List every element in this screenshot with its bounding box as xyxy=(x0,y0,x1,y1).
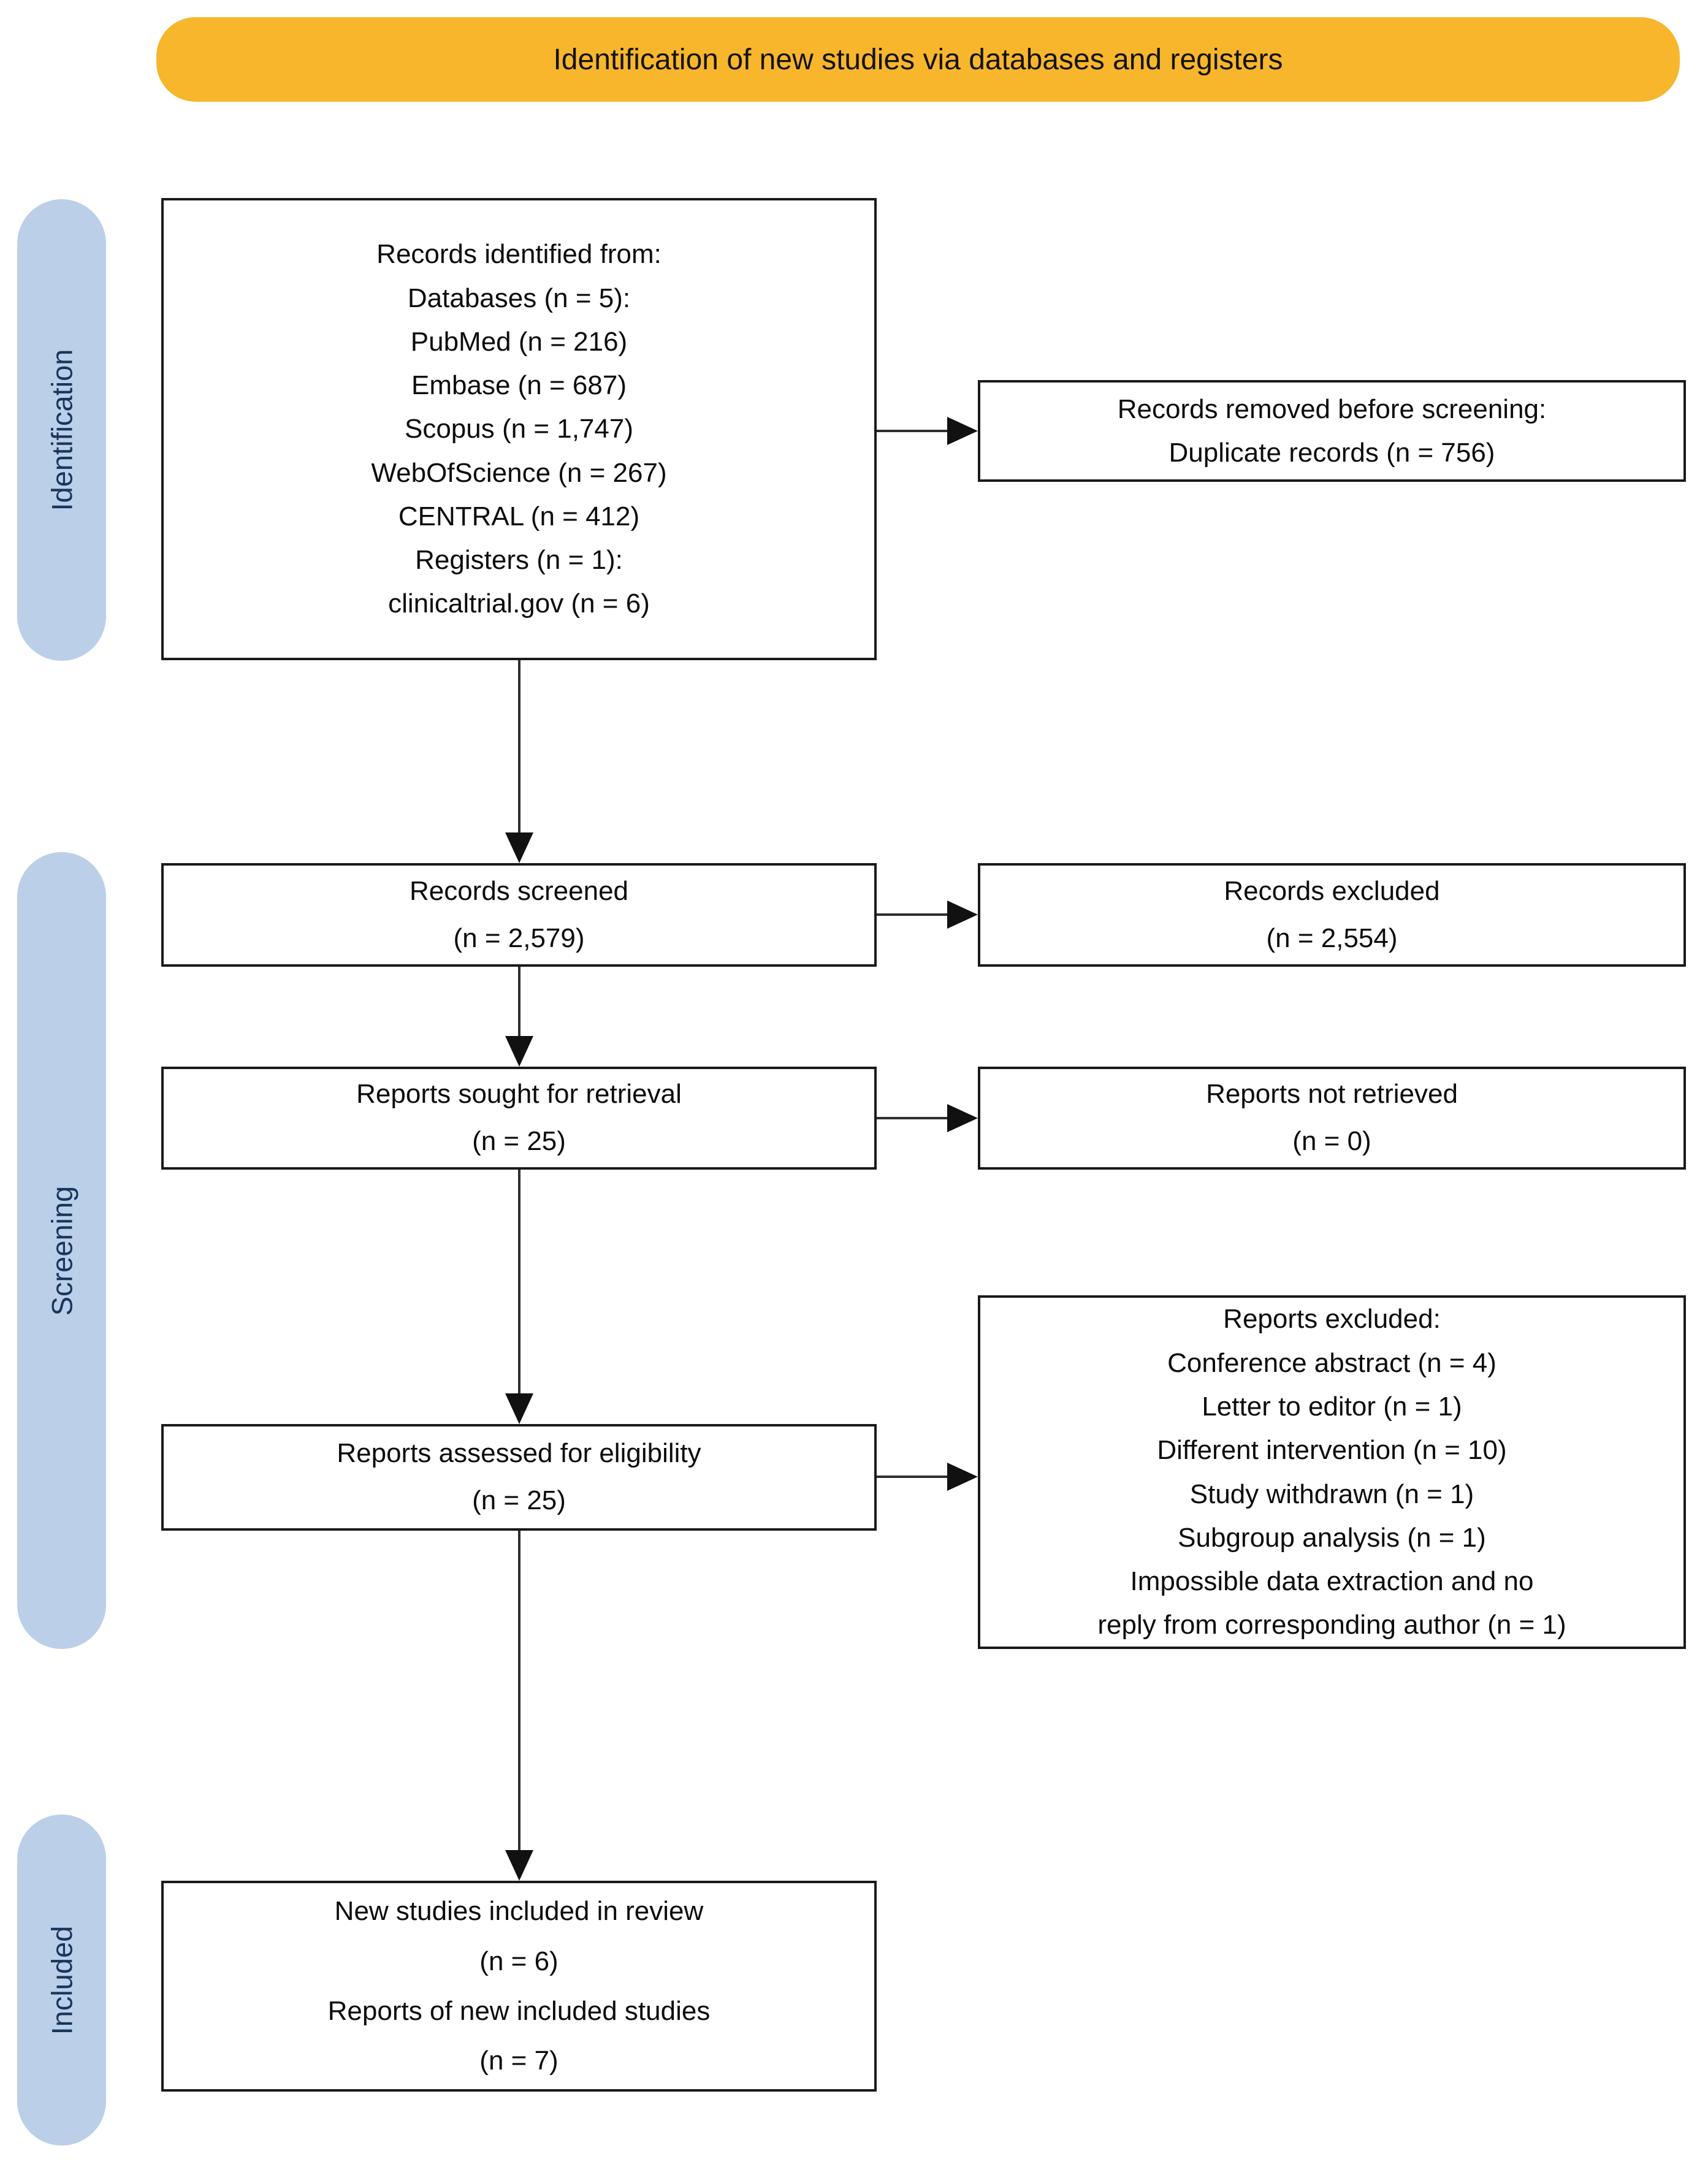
stage-label-screening: Screening xyxy=(17,852,106,1649)
text-line: (n = 2,579) xyxy=(453,923,585,953)
text-line: Databases (n = 5): xyxy=(407,283,631,313)
text-line: (n = 6) xyxy=(479,1946,559,1976)
arrow-identified-to-removed-head-icon xyxy=(947,417,978,445)
text-line: (n = 25) xyxy=(472,1126,566,1156)
text-line: Reports of new included studies xyxy=(327,1996,711,2026)
box-reports-not-retrieved: Reports not retrieved (n = 0) xyxy=(978,1067,1686,1170)
text-line: (n = 2,554) xyxy=(1266,923,1398,953)
header-banner: Identification of new studies via databa… xyxy=(156,17,1680,102)
arrow-screened-to-excluded-head-icon xyxy=(947,901,978,929)
box-reports-excluded: Reports excluded: Conference abstract (n … xyxy=(978,1295,1686,1649)
box-records-excluded: Records excluded (n = 2,554) xyxy=(978,863,1686,967)
header-title: Identification of new studies via databa… xyxy=(553,43,1283,76)
arrow-assessed-to-reports-excluded-head-icon xyxy=(947,1463,978,1491)
text-line: Reports assessed for eligibility xyxy=(337,1438,701,1469)
text-line: Subgroup analysis (n = 1) xyxy=(1178,1522,1486,1553)
text-line: WebOfScience (n = 267) xyxy=(371,457,667,488)
arrow-sought-to-assessed-head-icon xyxy=(505,1393,533,1424)
text-line: Impossible data extraction and no xyxy=(1130,1566,1534,1597)
arrow-identified-to-removed-line xyxy=(877,430,948,432)
arrow-identified-to-screened-line xyxy=(518,660,520,834)
text-line: clinicaltrial.gov (n = 6) xyxy=(388,588,650,619)
text-line: CENTRAL (n = 412) xyxy=(398,501,640,531)
text-line: Records excluded xyxy=(1224,875,1440,906)
stage-label-included: Included xyxy=(17,1815,106,2146)
box-reports-sought-for-retrieval: Reports sought for retrieval (n = 25) xyxy=(161,1067,877,1170)
arrow-sought-to-not-retrieved-head-icon xyxy=(947,1104,978,1132)
text-line: Reports excluded: xyxy=(1223,1304,1441,1335)
arrow-screened-to-sought-line xyxy=(518,967,520,1037)
arrow-identified-to-screened-head-icon xyxy=(505,832,533,863)
box-records-screened: Records screened (n = 2,579) xyxy=(161,863,877,967)
stage-label-included-text: Included xyxy=(45,1925,78,2035)
box-new-studies-included: New studies included in review (n = 6) Rep… xyxy=(161,1881,877,2092)
box-records-removed-before-screening: Records removed before screening: Duplica… xyxy=(978,380,1686,482)
text-line: (n = 7) xyxy=(479,2046,559,2076)
text-line: Study withdrawn (n = 1) xyxy=(1189,1479,1474,1509)
text-line: Records identified from: xyxy=(376,239,661,270)
arrow-assessed-to-reports-excluded-line xyxy=(877,1476,948,1478)
text-line: Letter to editor (n = 1) xyxy=(1202,1391,1462,1422)
box-records-identified: Records identified from: Databases (n = 5… xyxy=(161,198,877,660)
stage-label-screening-text: Screening xyxy=(45,1186,78,1316)
text-line: PubMed (n = 216) xyxy=(410,326,628,357)
text-line: reply from corresponding author (n = 1) xyxy=(1097,1610,1566,1640)
text-line: Duplicate records (n = 756) xyxy=(1169,438,1495,468)
text-line: Embase (n = 687) xyxy=(411,370,627,401)
arrow-screened-to-sought-head-icon xyxy=(505,1036,533,1067)
text-line: New studies included in review xyxy=(334,1896,704,1927)
text-line: Records removed before screening: xyxy=(1117,394,1547,424)
text-line: Reports sought for retrieval xyxy=(356,1079,682,1110)
arrow-assessed-to-included-line xyxy=(518,1531,520,1851)
text-line: (n = 0) xyxy=(1292,1126,1371,1156)
arrow-assessed-to-included-head-icon xyxy=(505,1850,533,1881)
stage-label-identification: Identification xyxy=(17,199,106,661)
text-line: (n = 25) xyxy=(472,1485,566,1515)
text-line: Reports not retrieved xyxy=(1206,1079,1458,1110)
text-line: Different intervention (n = 10) xyxy=(1157,1435,1507,1466)
text-line: Registers (n = 1): xyxy=(415,545,623,576)
box-reports-assessed-for-eligibility: Reports assessed for eligibility (n = 25) xyxy=(161,1424,877,1531)
text-line: Scopus (n = 1,747) xyxy=(404,414,633,444)
arrow-screened-to-excluded-line xyxy=(877,913,948,916)
text-line: Conference abstract (n = 4) xyxy=(1167,1347,1496,1378)
text-line: Records screened xyxy=(409,875,629,906)
stage-label-identification-text: Identification xyxy=(45,349,78,511)
arrow-sought-to-not-retrieved-line xyxy=(877,1117,948,1119)
arrow-sought-to-assessed-line xyxy=(518,1170,520,1395)
